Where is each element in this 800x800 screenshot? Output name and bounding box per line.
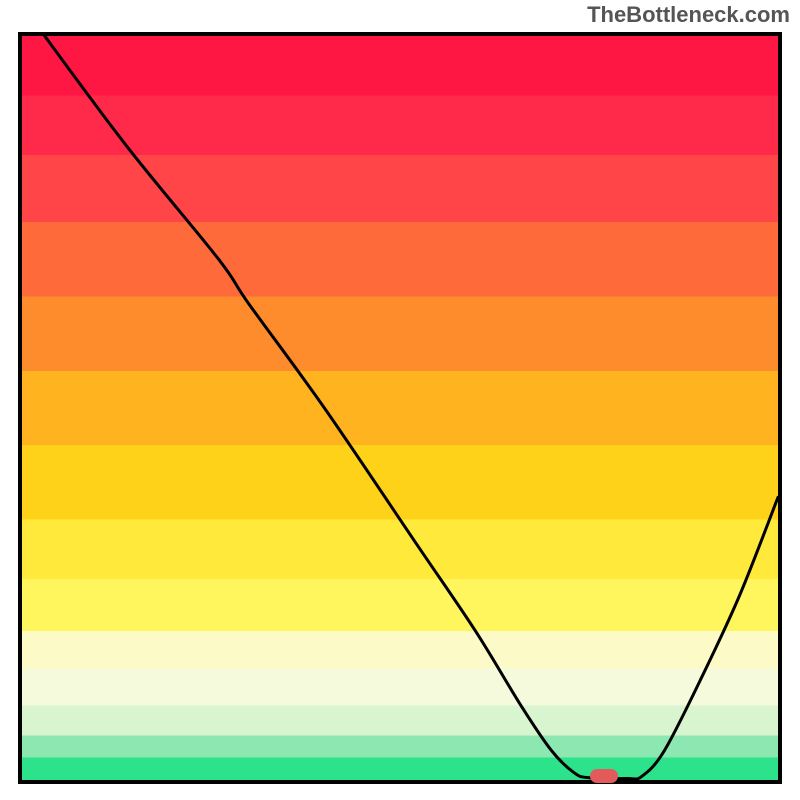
watermark-text: TheBottleneck.com: [587, 2, 790, 28]
bottleneck-curve: [22, 36, 778, 780]
chart-container: TheBottleneck.com: [0, 0, 800, 800]
optimal-marker: [590, 769, 618, 783]
plot-area: [18, 32, 782, 784]
curve-path: [45, 36, 778, 779]
